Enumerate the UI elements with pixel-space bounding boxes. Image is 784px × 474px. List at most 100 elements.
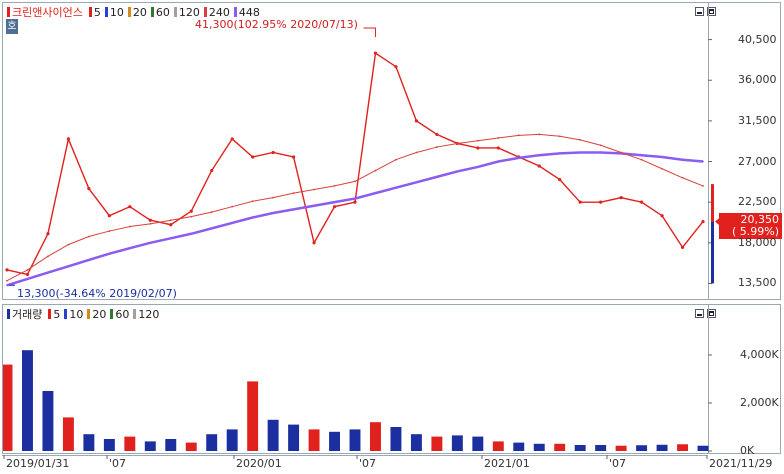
price-ma-legend-item[interactable]: 60 <box>150 6 170 19</box>
series-point-5 <box>680 245 685 249</box>
volume-bar <box>165 439 177 451</box>
volume-ma-legend-item[interactable]: 5 <box>48 308 60 321</box>
series-point-448 <box>395 186 397 189</box>
volume-bar <box>42 391 54 451</box>
maximize-icon[interactable] <box>707 309 716 318</box>
volume-ma-legend-item[interactable]: 20 <box>87 308 106 321</box>
date-tick-label: '07 <box>609 457 627 470</box>
price-ma-legend-item[interactable]: 448 <box>233 6 260 19</box>
volume-bar <box>267 419 279 451</box>
series-point-448 <box>374 192 377 195</box>
volume-bar <box>595 445 607 451</box>
series-point-240 <box>190 215 193 218</box>
volume-bar <box>390 427 402 451</box>
series-point-5 <box>435 132 439 137</box>
series-point-448 <box>517 157 520 159</box>
volume-tick-label: 4,000K <box>740 348 779 361</box>
low-annotation: 13,300(-34.64% 2019/02/07) <box>17 287 177 300</box>
series-point-5 <box>332 205 337 209</box>
series-point-240 <box>579 138 582 141</box>
price-tick-label: 22,500 <box>738 195 777 209</box>
price-ma-legend-label: 10 <box>109 5 124 19</box>
price-ma-legend-item[interactable]: 120 <box>173 6 200 19</box>
minimize-icon[interactable] <box>695 309 704 318</box>
series-point-448 <box>558 152 561 155</box>
volume-ma-legend-item[interactable]: 60 <box>110 308 129 321</box>
series-point-448 <box>476 166 479 168</box>
volume-bar <box>185 442 197 451</box>
price-ma-legend-item[interactable]: 240 <box>203 5 230 19</box>
color-swatch <box>88 7 92 17</box>
volume-legend: 거래량 5 10 20 60 120 <box>7 307 163 321</box>
series-point-5 <box>148 218 152 222</box>
series-point-448 <box>292 208 295 211</box>
volume-bar <box>697 445 709 451</box>
minimize-icon[interactable] <box>695 7 704 16</box>
current-change: ( 5.99%) <box>731 225 779 238</box>
volume-ma-legend-label: 10 <box>69 307 84 321</box>
volume-bar <box>288 424 300 451</box>
price-ma-legend-item[interactable]: 10 <box>104 5 124 19</box>
series-point-240 <box>210 211 213 213</box>
maximize-icon[interactable] <box>707 7 716 16</box>
price-ma-legend-item[interactable]: 5 <box>88 6 101 19</box>
price-tick-label: 13,500 <box>738 276 777 290</box>
volume-bar <box>329 431 340 451</box>
date-tick-label: 2021/01 <box>484 457 530 470</box>
series-point-240 <box>272 196 275 199</box>
series-point-5 <box>169 223 173 227</box>
color-swatch <box>127 7 131 17</box>
price-chart-panel[interactable]: 크린앤사이언스 5 10 20 60 120 240 448 호 41,300(102.95… <box>2 2 782 300</box>
series-point-5 <box>496 146 500 150</box>
volume-title: 거래량 <box>12 308 43 321</box>
volume-bar <box>574 445 586 451</box>
side-tab[interactable]: 호 <box>6 19 18 34</box>
volume-ma-legend-label: 20 <box>92 307 107 321</box>
series-point-448 <box>435 175 438 178</box>
series-point-240 <box>251 200 254 203</box>
price-ma-legend-item[interactable]: 20 <box>127 5 147 19</box>
series-point-240 <box>620 151 623 154</box>
series-point-448 <box>272 212 275 214</box>
volume-ma-legend-item[interactable]: 10 <box>64 308 83 321</box>
price-ma-legend-label: 20 <box>132 5 147 19</box>
volume-chart-panel[interactable]: 거래량 5 10 20 60 120 4,000K 2,000K 0K <box>2 304 781 457</box>
series-point-240 <box>702 185 704 187</box>
series-point-448 <box>579 151 582 154</box>
color-swatch <box>233 7 237 17</box>
price-ma-legend-label: 240 <box>208 5 230 19</box>
range-down-bar <box>711 221 714 284</box>
series-point-5 <box>128 205 132 209</box>
series-point-448 <box>599 151 602 154</box>
series-point-240 <box>87 235 90 238</box>
series-point-448 <box>190 232 193 235</box>
series-point-5 <box>291 155 296 159</box>
series-point-448 <box>128 247 131 250</box>
series-point-448 <box>67 265 70 268</box>
range-up-bar <box>711 184 714 222</box>
series-point-448 <box>415 181 418 184</box>
series-line-5 <box>6 51 704 276</box>
series-point-5 <box>66 137 71 141</box>
stock-name: 크린앤사이언스 <box>12 6 83 19</box>
date-tick-label: 2019/01/31 <box>6 457 70 470</box>
series-point-448 <box>456 170 459 173</box>
series-point-240 <box>47 255 49 258</box>
series-point-5 <box>46 232 50 236</box>
volume-bar <box>22 350 33 451</box>
series-point-240 <box>354 180 356 183</box>
volume-ma-legend-item[interactable]: 120 <box>133 308 159 321</box>
date-tick-label: '07 <box>109 457 127 470</box>
volume-ma-legend-label: 60 <box>115 307 130 321</box>
volume-bar <box>124 436 136 451</box>
series-point-240 <box>476 139 479 142</box>
series-point-240 <box>395 158 397 161</box>
volume-bar <box>677 444 688 451</box>
volume-bar <box>370 422 381 451</box>
volume-bar <box>247 381 259 451</box>
series-point-448 <box>87 259 90 261</box>
series-point-448 <box>354 197 356 200</box>
volume-bar <box>472 436 484 451</box>
series-point-240 <box>231 205 234 208</box>
series-point-5 <box>87 187 91 191</box>
